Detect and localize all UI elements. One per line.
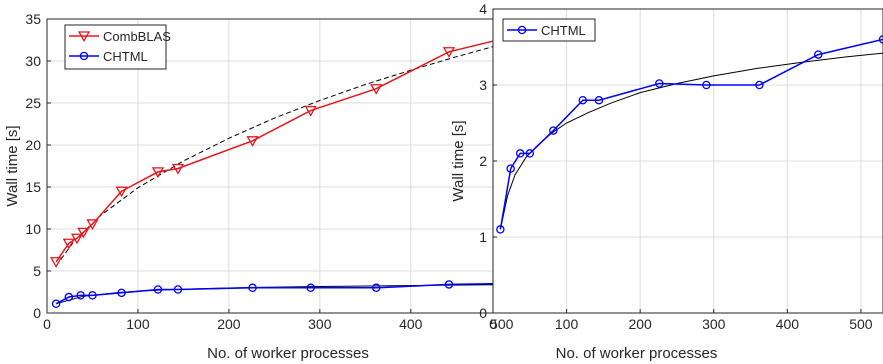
- data-point-combblas: [49, 257, 63, 268]
- data-point-chtml: [515, 149, 525, 158]
- data-point-chtml: [549, 126, 558, 135]
- data-point-chtml: [525, 149, 535, 158]
- y-tick-label: 15: [25, 179, 41, 195]
- fit-curve-0: [499, 52, 883, 230]
- x-tick-label: 400: [776, 316, 800, 332]
- y-tick-label: 0: [479, 305, 487, 321]
- series-line-combblas: [55, 31, 530, 263]
- x-tick-label: 200: [628, 316, 652, 332]
- legend-label-chtml: CHTML: [103, 49, 148, 64]
- legend-marker-combblas: [77, 31, 91, 43]
- x-tick-label: 400: [399, 316, 423, 332]
- data-point-chtml: [51, 299, 61, 309]
- data-point-chtml: [594, 95, 604, 105]
- data-point-chtml: [76, 291, 85, 300]
- data-point-combblas: [246, 136, 259, 147]
- y-tick-label: 0: [33, 305, 41, 321]
- y-tick-label: 1: [479, 229, 487, 245]
- x-tick-label: 0: [43, 316, 51, 332]
- data-point-chtml: [813, 50, 823, 59]
- data-point-combblas: [370, 84, 383, 95]
- data-point-combblas: [77, 227, 90, 239]
- legend: CHTML: [502, 18, 596, 42]
- data-point-combblas: [115, 186, 128, 198]
- data-point-chtml: [117, 288, 126, 298]
- y-tick-label: 10: [25, 221, 41, 237]
- x-tick-label: 200: [217, 316, 241, 332]
- data-point-chtml: [755, 80, 764, 90]
- x-axis-label: No. of worker processes: [207, 345, 369, 362]
- data-point-chtml: [496, 225, 505, 234]
- data-point-chtml: [88, 291, 97, 300]
- y-tick-label: 3: [479, 77, 487, 93]
- legend-label-chtml: CHTML: [541, 23, 586, 38]
- data-point-combblas: [70, 233, 84, 245]
- legend-marker-chtml: [517, 25, 527, 35]
- y-tick-label: 5: [33, 263, 41, 279]
- x-tick-label: 300: [702, 316, 726, 332]
- data-point-chtml: [306, 283, 315, 293]
- data-point-combblas: [62, 238, 75, 250]
- series-line-chtml: [55, 282, 530, 305]
- data-point-combblas: [86, 219, 99, 231]
- x-axis-label: No. of worker processes: [556, 345, 718, 362]
- x-tick-label: 500: [490, 316, 514, 332]
- y-tick-label: 35: [25, 11, 41, 27]
- data-point-chtml: [444, 280, 454, 289]
- y-tick-label: 2: [479, 153, 487, 169]
- data-point-chtml: [173, 285, 183, 294]
- data-point-chtml: [506, 164, 515, 173]
- x-tick-label: 100: [126, 316, 150, 332]
- y-tick-label: 4: [479, 1, 487, 17]
- x-tick-label: 500: [849, 316, 873, 332]
- data-point-chtml: [153, 285, 163, 294]
- legend-box: [502, 18, 596, 42]
- y-tick-label: 30: [25, 53, 41, 69]
- y-axis-label: Wall time [s]: [4, 125, 21, 206]
- y-tick-label: 20: [25, 137, 41, 153]
- x-tick-label: 300: [308, 316, 332, 332]
- data-point-combblas: [171, 163, 185, 175]
- legend-label-combblas: CombBLAS: [103, 29, 171, 44]
- y-axis-label: Wall time [s]: [450, 120, 467, 201]
- legend: CombBLAS CHTML: [64, 24, 171, 70]
- data-point-chtml: [878, 35, 883, 44]
- data-point-combblas: [442, 47, 456, 58]
- data-point-chtml: [578, 95, 588, 105]
- x-tick-label: 0: [489, 316, 497, 332]
- x-tick-label: 100: [555, 316, 579, 332]
- data-point-chtml: [248, 283, 257, 293]
- series-line-chtml: [499, 38, 883, 230]
- data-point-chtml: [371, 283, 381, 293]
- data-point-chtml: [655, 79, 664, 88]
- data-point-chtml: [702, 80, 711, 90]
- y-tick-label: 25: [25, 95, 41, 111]
- data-point-combblas: [304, 105, 317, 117]
- legend-marker-chtml: [79, 51, 89, 61]
- data-point-combblas: [151, 167, 165, 178]
- data-point-chtml: [64, 292, 74, 302]
